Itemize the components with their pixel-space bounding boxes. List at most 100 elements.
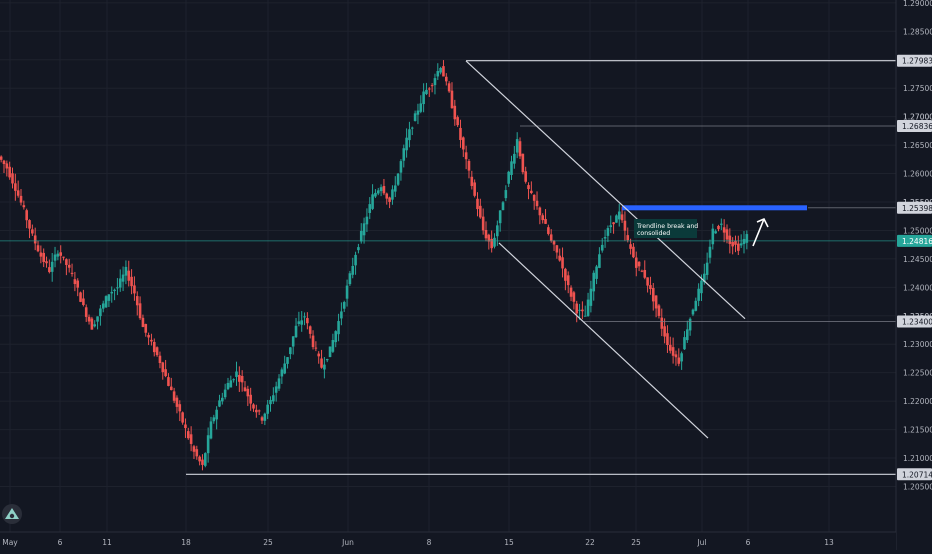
candle-body <box>626 235 630 241</box>
price-tick-label: 1.29000 <box>903 0 932 8</box>
candle-body <box>274 386 278 393</box>
candle-body <box>566 275 570 286</box>
candle-body <box>538 207 542 216</box>
candle-body <box>410 127 414 129</box>
candle-body <box>359 230 363 242</box>
tradingview-logo <box>2 504 22 524</box>
price-tick-label: 1.25000 <box>903 226 932 235</box>
price-axis[interactable]: 1.290001.285001.280001.275001.270001.265… <box>895 0 932 550</box>
annotation-line-2: consolided <box>637 230 670 237</box>
candle-body <box>317 353 321 357</box>
time-tick-label: May <box>2 538 18 547</box>
candle-body <box>269 399 272 405</box>
price-tick-label: 1.21500 <box>903 426 932 435</box>
candle-body <box>668 344 672 351</box>
candle-body <box>70 272 74 274</box>
price-tick-label: 1.27500 <box>903 84 932 93</box>
candle-body <box>399 161 403 173</box>
candle-body <box>393 185 397 192</box>
candle-body <box>572 292 576 302</box>
time-tick-label: 6 <box>58 538 63 547</box>
candle-body <box>82 298 85 305</box>
candle-body <box>632 246 635 258</box>
candle-body <box>232 379 235 381</box>
candle-body <box>649 285 652 290</box>
candle-body <box>430 85 434 87</box>
candle-body <box>646 277 649 286</box>
candle-body <box>589 288 593 306</box>
candle-body <box>637 261 641 267</box>
time-axis[interactable]: May 6 11 18 25 Jun 8 15 22 25 Jul 6 13 <box>0 531 896 550</box>
levels <box>0 60 896 475</box>
level-price-tag <box>897 468 932 481</box>
candle-body <box>555 245 559 253</box>
candle-body <box>22 205 26 208</box>
current-price-label: 1.24816 <box>902 237 932 246</box>
candle-body <box>385 193 389 199</box>
candle-body <box>50 261 54 272</box>
candle-body <box>569 287 573 297</box>
candle-body <box>59 252 63 256</box>
candle-body <box>303 316 306 318</box>
time-tick-label: 11 <box>102 538 112 547</box>
level-price-tag <box>897 201 932 214</box>
candle-body <box>496 225 499 237</box>
candle-body <box>277 378 281 389</box>
candle-body <box>130 276 133 287</box>
candle-body <box>674 354 678 358</box>
price-tick-label: 1.27000 <box>903 113 932 122</box>
candle-body <box>581 309 584 312</box>
candle-body <box>419 103 423 112</box>
price-tick-label: 1.23000 <box>903 340 932 349</box>
candle-body <box>167 377 170 386</box>
candle-body <box>600 244 604 251</box>
candle-body <box>552 240 556 245</box>
candle-body <box>544 218 547 224</box>
candle-body <box>524 171 527 182</box>
candle-body <box>255 409 258 413</box>
candle-body <box>498 210 502 224</box>
candle-body <box>583 315 587 317</box>
candle-body <box>260 417 264 421</box>
candle-body <box>90 318 94 330</box>
annotation-box <box>634 219 697 238</box>
candle-body <box>484 229 488 239</box>
candle-body <box>450 90 454 109</box>
candle-body <box>731 241 734 247</box>
candle-body <box>481 216 485 231</box>
candle-body <box>376 190 380 194</box>
candle-body <box>181 412 184 423</box>
candle-body <box>408 129 411 141</box>
candle-body <box>705 262 709 275</box>
candle-body <box>158 355 162 364</box>
candle-body <box>657 305 661 316</box>
candle-body <box>209 421 213 439</box>
price-tick-label: 1.26000 <box>903 170 932 179</box>
price-tick-label: 1.22000 <box>903 397 932 406</box>
candle-body <box>357 247 360 251</box>
candle-body <box>104 296 108 308</box>
candle-body <box>215 409 218 420</box>
candle-body <box>169 386 173 391</box>
time-tick-label: 8 <box>427 538 432 547</box>
candle-body <box>246 388 250 397</box>
candle-body <box>19 195 23 203</box>
candle-body <box>501 202 505 211</box>
candle-body <box>354 254 357 266</box>
candle-body <box>720 223 723 225</box>
candle-body <box>252 404 255 409</box>
candle-body <box>680 353 683 362</box>
candle-body <box>223 389 227 398</box>
candle-body <box>439 68 442 73</box>
candles <box>0 60 749 471</box>
candle-body <box>184 424 187 429</box>
level-price-label: 1.26836 <box>902 122 932 131</box>
candle-body <box>118 278 122 288</box>
candle-body <box>391 189 394 200</box>
time-tick-label: 25 <box>263 538 273 547</box>
candle-body <box>703 273 706 283</box>
candle-body <box>161 362 165 373</box>
candle-body <box>110 291 114 294</box>
